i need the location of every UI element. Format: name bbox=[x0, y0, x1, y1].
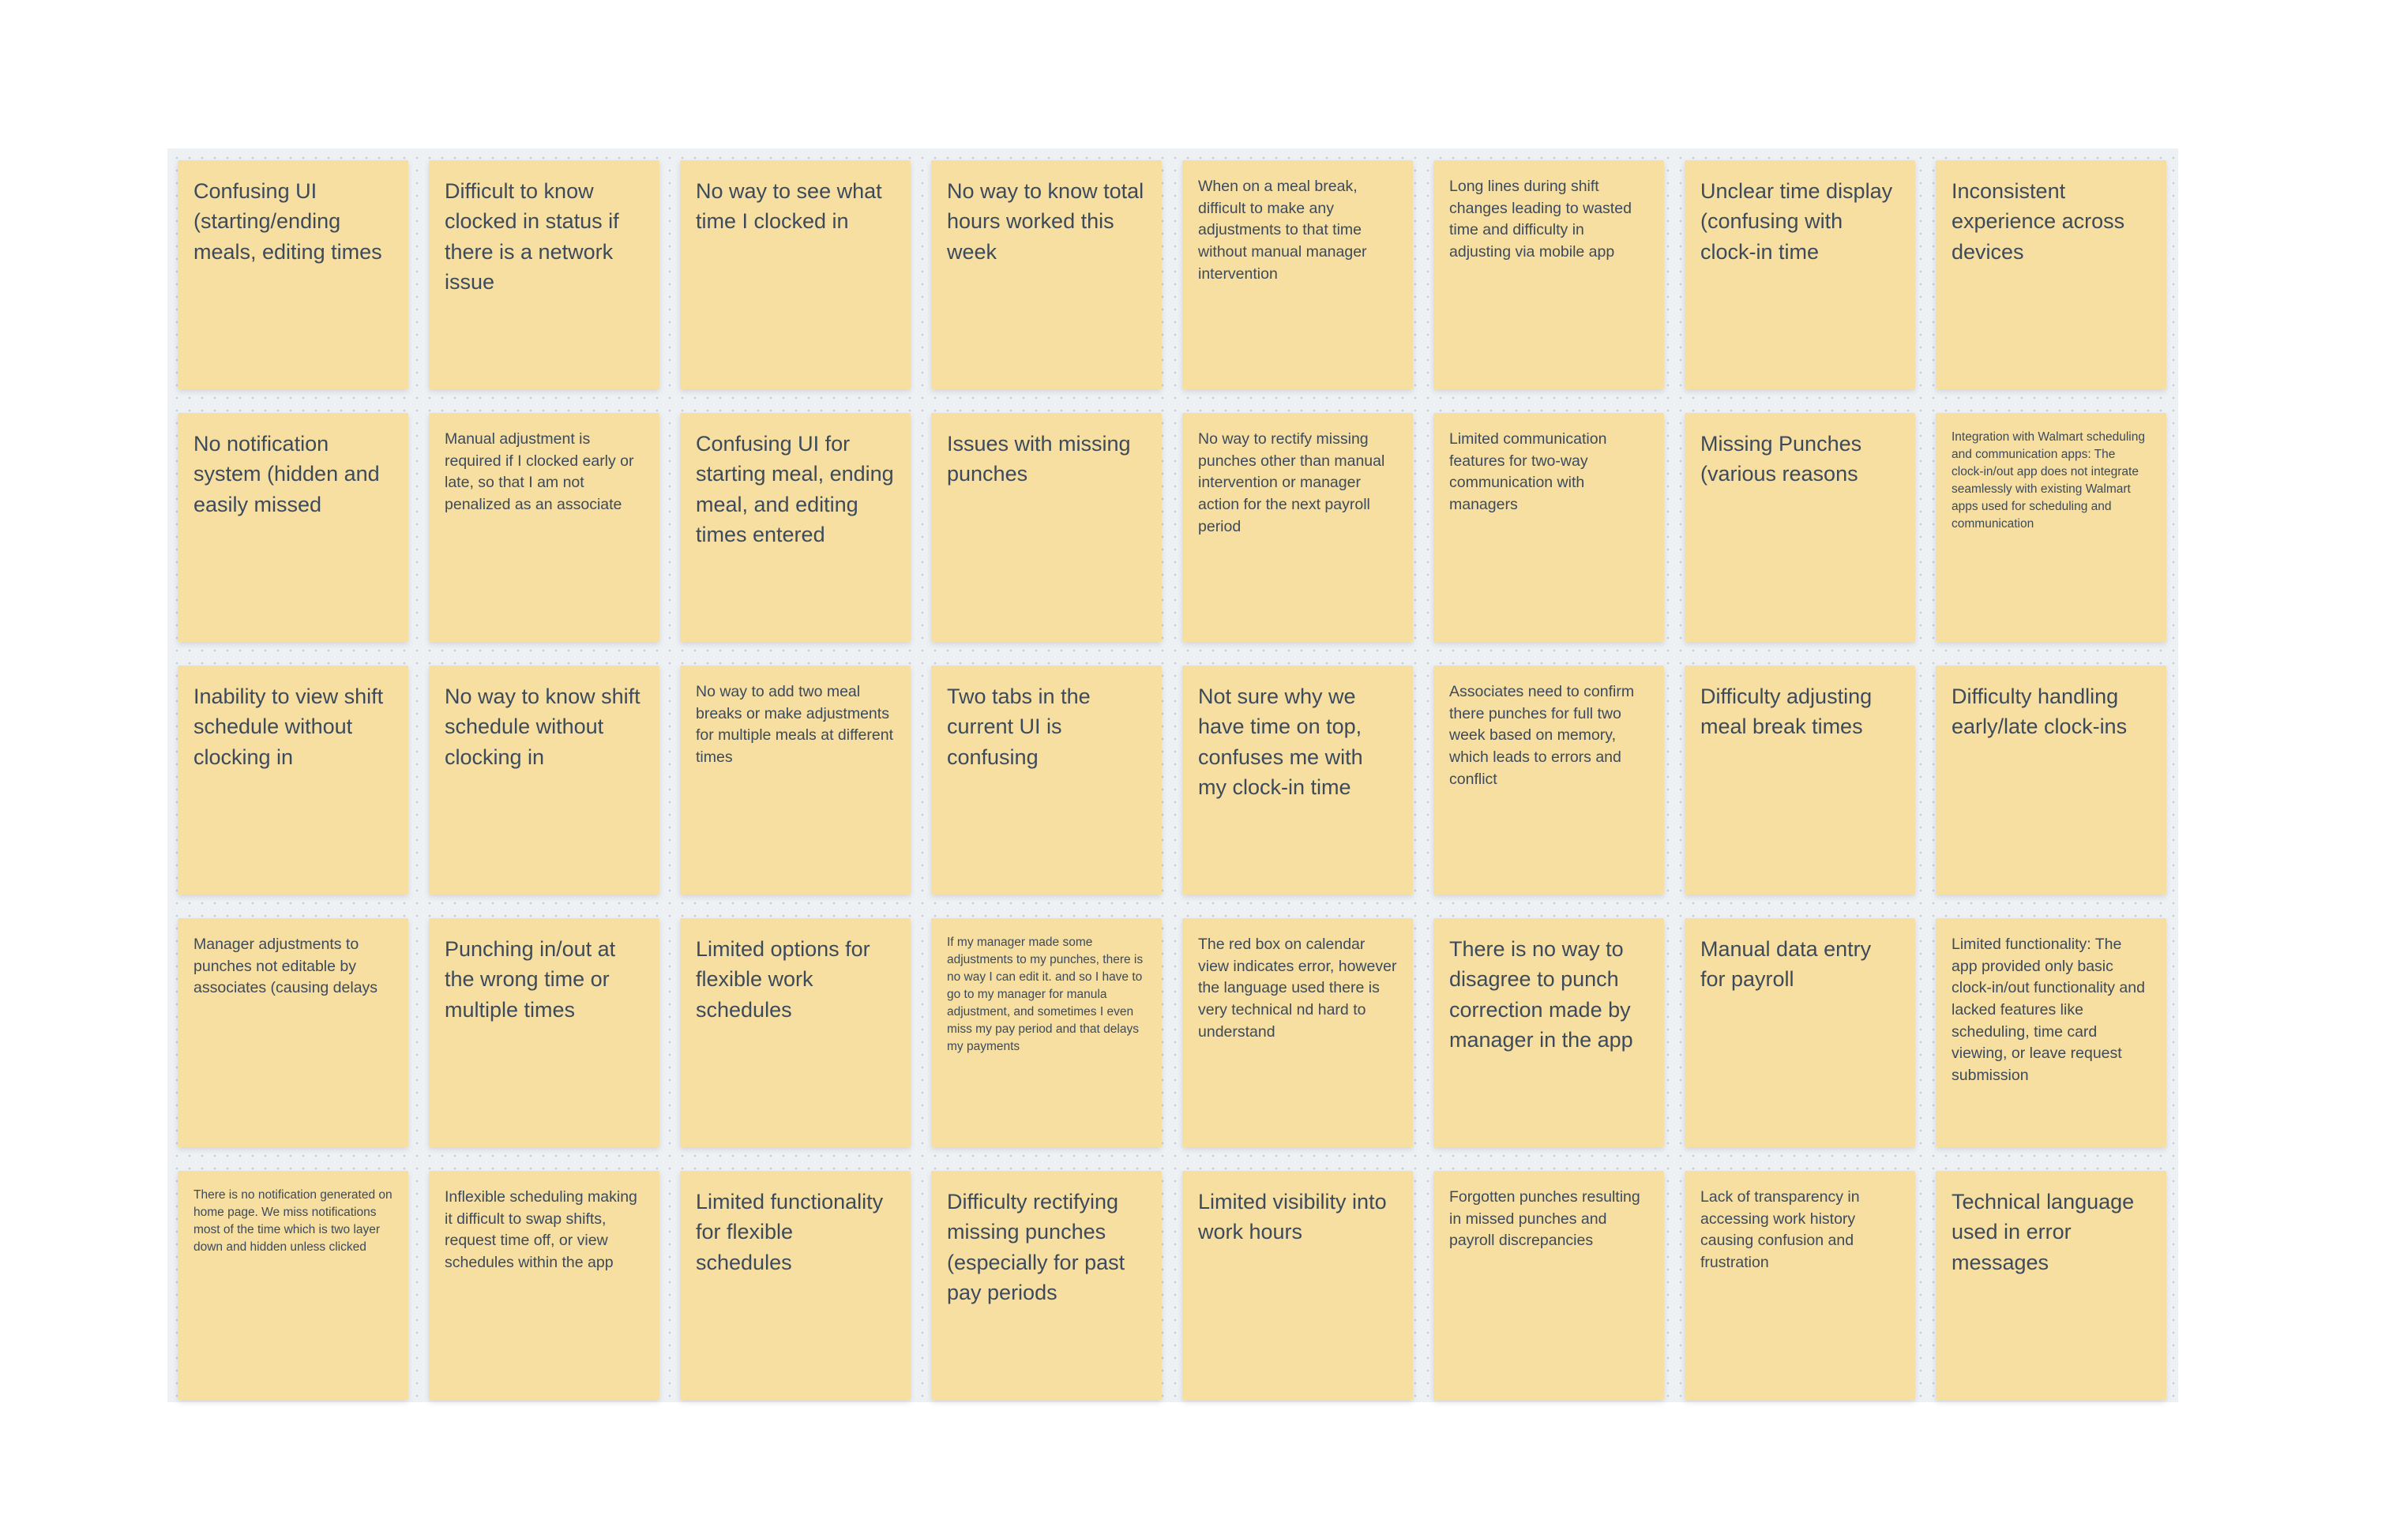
sticky-note-text: Inflexible scheduling making it difficul… bbox=[445, 1188, 637, 1272]
sticky-note[interactable]: There is no way to disagree to punch cor… bbox=[1433, 918, 1664, 1147]
sticky-note[interactable]: Associates need to confirm there punches… bbox=[1433, 666, 1664, 895]
sticky-note[interactable]: There is no notification generated on ho… bbox=[178, 1171, 408, 1400]
sticky-note[interactable]: Limited options for flexible work schedu… bbox=[680, 918, 911, 1147]
sticky-note-text: No way to add two meal breaks or make ad… bbox=[696, 683, 894, 767]
sticky-note[interactable]: Not sure why we have time on top, confus… bbox=[1182, 666, 1413, 895]
sticky-note-text: Manual data entry for payroll bbox=[1700, 937, 1872, 992]
sticky-note[interactable]: Technical language used in error message… bbox=[1936, 1171, 2166, 1400]
sticky-note[interactable]: Integration with Walmart scheduling and … bbox=[1936, 413, 2166, 642]
sticky-note-text: No way to rectify missing punches other … bbox=[1198, 430, 1385, 535]
sticky-note[interactable]: Confusing UI for starting meal, ending m… bbox=[680, 413, 911, 642]
sticky-note[interactable]: Manual data entry for payroll bbox=[1685, 918, 1915, 1147]
sticky-note-text: Limited functionality for flexible sched… bbox=[696, 1190, 884, 1274]
sticky-note[interactable]: Manual adjustment is required if I clock… bbox=[429, 413, 659, 642]
sticky-note[interactable]: Confusing UI (starting/ending meals, edi… bbox=[178, 160, 408, 389]
sticky-note-text: No way to know shift schedule without cl… bbox=[445, 685, 641, 769]
sticky-note-text: The red box on calendar view indicates e… bbox=[1198, 936, 1397, 1041]
sticky-note[interactable]: Lack of transparency in accessing work h… bbox=[1685, 1171, 1915, 1400]
sticky-note[interactable]: No way to rectify missing punches other … bbox=[1182, 413, 1413, 642]
sticky-note-text: Limited options for flexible work schedu… bbox=[696, 937, 870, 1022]
sticky-note[interactable]: Issues with missing punches bbox=[931, 413, 1162, 642]
sticky-note[interactable]: Limited functionality: The app provided … bbox=[1936, 918, 2166, 1147]
sticky-note-text: Difficulty handling early/late clock-ins bbox=[1952, 685, 2128, 739]
sticky-note-text: Limited functionality: The app provided … bbox=[1952, 936, 2145, 1085]
sticky-note-text: Issues with missing punches bbox=[947, 432, 1131, 486]
sticky-note[interactable]: Punching in/out at the wrong time or mul… bbox=[429, 918, 659, 1147]
sticky-note[interactable]: Manager adjustments to punches not edita… bbox=[178, 918, 408, 1147]
sticky-note-text: Missing Punches (various reasons bbox=[1700, 432, 1862, 486]
sticky-note-text: No way to know total hours worked this w… bbox=[947, 179, 1144, 264]
sticky-note-text: If my manager made some adjustments to m… bbox=[947, 936, 1144, 1053]
sticky-note[interactable]: Difficulty rectifying missing punches (e… bbox=[931, 1171, 1162, 1400]
sticky-note-text: Difficult to know clocked in status if t… bbox=[445, 179, 619, 294]
sticky-note[interactable]: Long lines during shift changes leading … bbox=[1433, 160, 1664, 389]
sticky-note[interactable]: No way to know shift schedule without cl… bbox=[429, 666, 659, 895]
sticky-note-text: Confusing UI for starting meal, ending m… bbox=[696, 432, 894, 546]
sticky-note[interactable]: Limited communication features for two-w… bbox=[1433, 413, 1664, 642]
sticky-note-text: Technical language used in error message… bbox=[1952, 1190, 2135, 1274]
sticky-note-text: Long lines during shift changes leading … bbox=[1449, 178, 1632, 261]
sticky-note-text: Integration with Walmart scheduling and … bbox=[1952, 430, 2145, 531]
sticky-note-text: Difficulty adjusting meal break times bbox=[1700, 685, 1873, 739]
sticky-note[interactable]: Inconsistent experience across devices bbox=[1936, 160, 2166, 389]
sticky-note[interactable]: Missing Punches (various reasons bbox=[1685, 413, 1915, 642]
sticky-note-text: There is no notification generated on ho… bbox=[193, 1188, 393, 1254]
sticky-note-text: Limited visibility into work hours bbox=[1198, 1190, 1387, 1244]
sticky-note-text: Difficulty rectifying missing punches (e… bbox=[947, 1190, 1125, 1304]
sticky-note-text: Confusing UI (starting/ending meals, edi… bbox=[193, 179, 382, 264]
sticky-note-text: Lack of transparency in accessing work h… bbox=[1700, 1188, 1860, 1272]
sticky-note[interactable]: No notification system (hidden and easil… bbox=[178, 413, 408, 642]
sticky-note-text: Inability to view shift schedule without… bbox=[193, 685, 384, 769]
sticky-note-text: Punching in/out at the wrong time or mul… bbox=[445, 937, 616, 1022]
sticky-note[interactable]: Difficult to know clocked in status if t… bbox=[429, 160, 659, 389]
sticky-note[interactable]: No way to know total hours worked this w… bbox=[931, 160, 1162, 389]
sticky-note[interactable]: When on a meal break, difficult to make … bbox=[1182, 160, 1413, 389]
sticky-note[interactable]: Inflexible scheduling making it difficul… bbox=[429, 1171, 659, 1400]
sticky-note[interactable]: Difficulty handling early/late clock-ins bbox=[1936, 666, 2166, 895]
sticky-note-text: Limited communication features for two-w… bbox=[1449, 430, 1607, 514]
sticky-note[interactable]: No way to add two meal breaks or make ad… bbox=[680, 666, 911, 895]
sticky-note-text: Associates need to confirm there punches… bbox=[1449, 683, 1635, 788]
sticky-note-text: There is no way to disagree to punch cor… bbox=[1449, 937, 1633, 1052]
sticky-note-text: No notification system (hidden and easil… bbox=[193, 432, 380, 516]
sticky-note[interactable]: The red box on calendar view indicates e… bbox=[1182, 918, 1413, 1147]
sticky-note-text: Manual adjustment is required if I clock… bbox=[445, 430, 634, 514]
notes-grid: Confusing UI (starting/ending meals, edi… bbox=[178, 160, 2166, 1400]
sticky-note-text: No way to see what time I clocked in bbox=[696, 179, 882, 234]
sticky-note-text: Unclear time display (confusing with clo… bbox=[1700, 179, 1893, 264]
sticky-note-text: Manager adjustments to punches not edita… bbox=[193, 936, 378, 997]
sticky-note-text: Inconsistent experience across devices bbox=[1952, 179, 2125, 264]
sticky-note[interactable]: Limited functionality for flexible sched… bbox=[680, 1171, 911, 1400]
whiteboard-canvas[interactable]: Confusing UI (starting/ending meals, edi… bbox=[167, 148, 2178, 1402]
sticky-note[interactable]: No way to see what time I clocked in bbox=[680, 160, 911, 389]
sticky-note[interactable]: Difficulty adjusting meal break times bbox=[1685, 666, 1915, 895]
sticky-note[interactable]: Unclear time display (confusing with clo… bbox=[1685, 160, 1915, 389]
sticky-note-text: Two tabs in the current UI is confusing bbox=[947, 685, 1091, 769]
sticky-note[interactable]: Two tabs in the current UI is confusing bbox=[931, 666, 1162, 895]
sticky-note[interactable]: Forgotten punches resulting in missed pu… bbox=[1433, 1171, 1664, 1400]
sticky-note[interactable]: Limited visibility into work hours bbox=[1182, 1171, 1413, 1400]
sticky-note[interactable]: If my manager made some adjustments to m… bbox=[931, 918, 1162, 1147]
sticky-note-text: Not sure why we have time on top, confus… bbox=[1198, 685, 1363, 799]
sticky-note-text: When on a meal break, difficult to make … bbox=[1198, 178, 1367, 283]
sticky-note-text: Forgotten punches resulting in missed pu… bbox=[1449, 1188, 1640, 1250]
sticky-note[interactable]: Inability to view shift schedule without… bbox=[178, 666, 408, 895]
